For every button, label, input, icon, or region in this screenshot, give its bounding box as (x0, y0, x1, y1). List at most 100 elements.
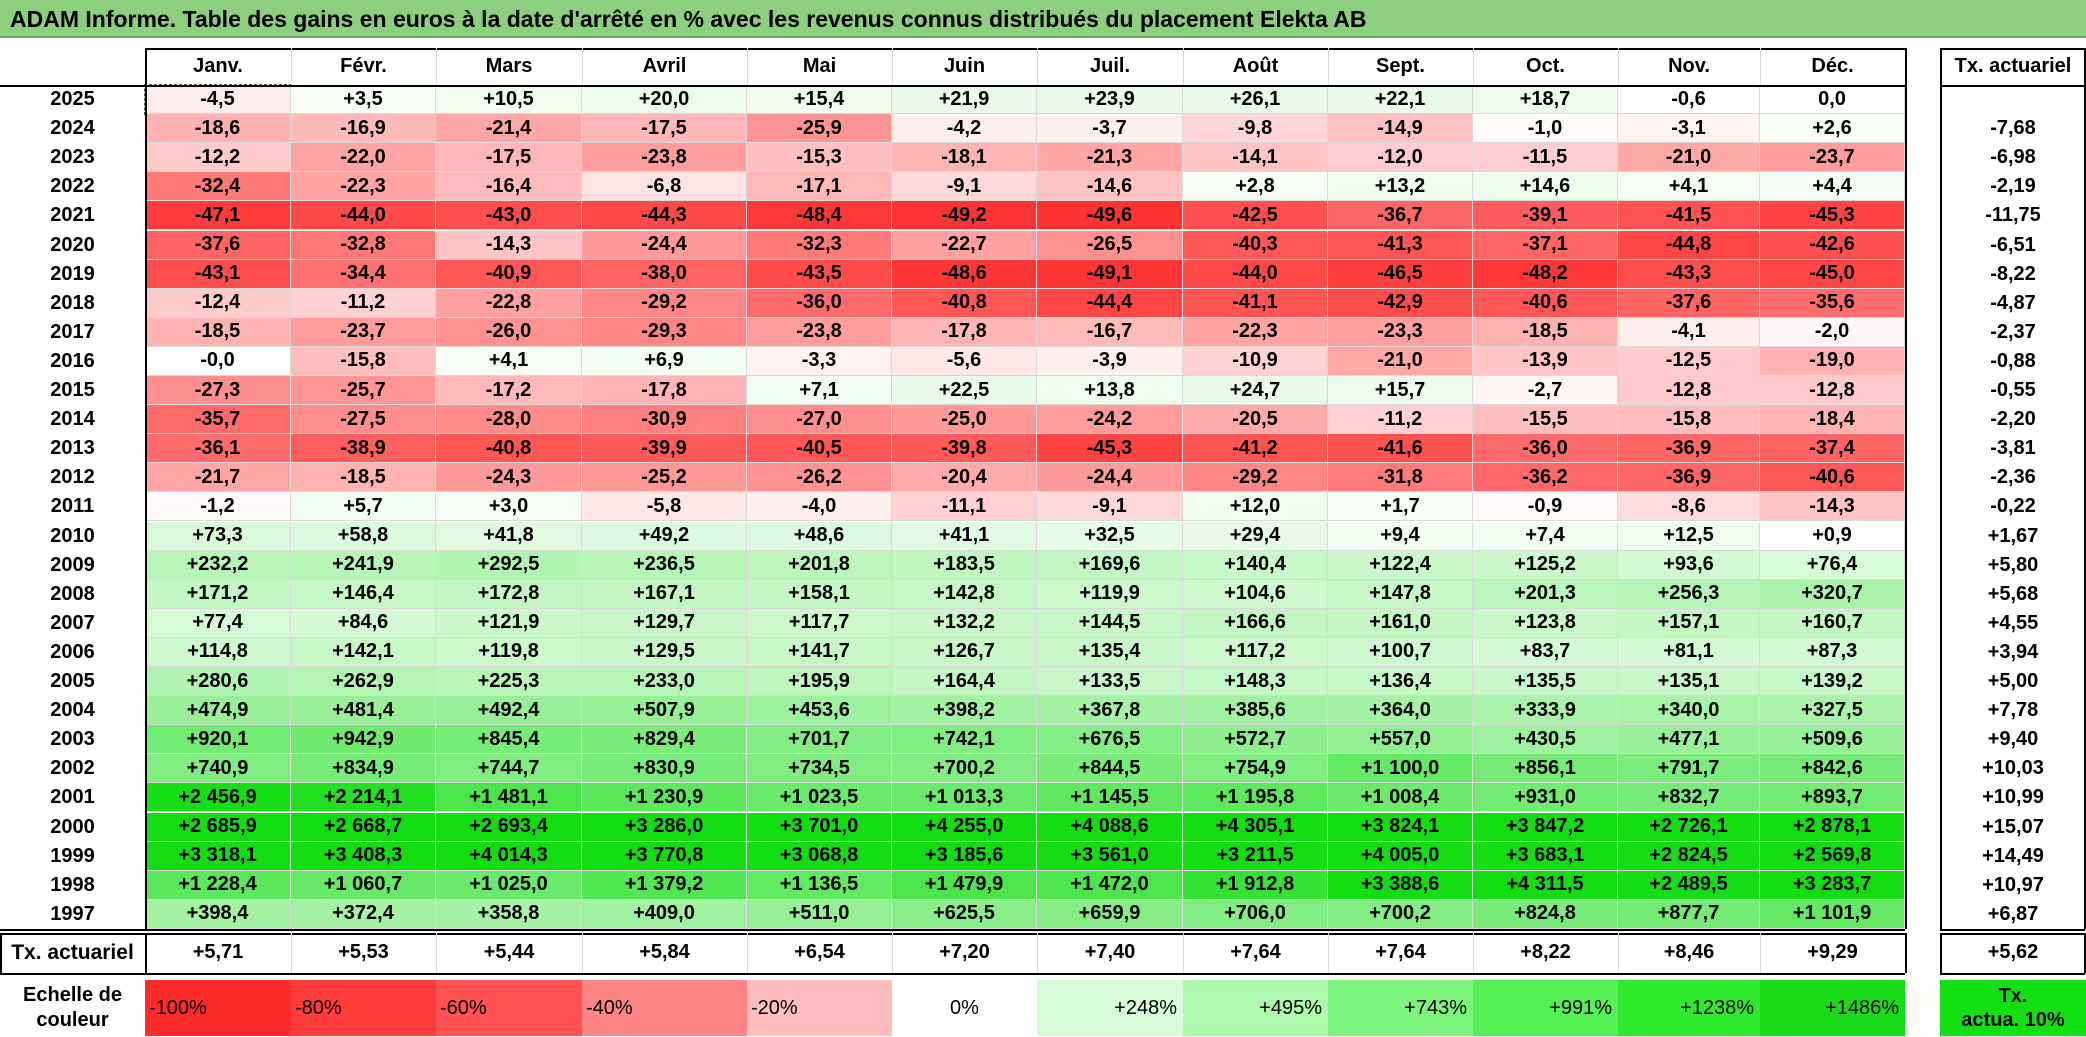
table-cell: +676,5 (1037, 725, 1183, 755)
table-cell: -1,2 (145, 492, 291, 522)
table-cell: +20,0 (582, 85, 747, 115)
table-cell: -18,5 (1473, 317, 1618, 347)
actuarial-rate-cell: -0,55 (1990, 379, 2036, 402)
report-title: ADAM Informe. Table des gains en euros à… (0, 0, 2086, 38)
year-label: 2003 (50, 728, 95, 751)
table-cell: +166,6 (1183, 608, 1328, 638)
table-cell: +844,5 (1037, 754, 1183, 784)
table-cell: +167,1 (582, 579, 747, 609)
table-cell: -43,1 (145, 259, 291, 289)
table-cell: +2 456,9 (145, 783, 291, 813)
table-cell: -4,2 (892, 114, 1037, 144)
actuarial-rate-cell: +10,03 (1982, 757, 2044, 780)
table-cell: -39,9 (582, 434, 747, 464)
table-cell: +1 481,1 (436, 783, 582, 813)
table-cell: -11,5 (1473, 143, 1618, 173)
table-cell: -42,6 (1760, 230, 1905, 260)
table-cell: -20,5 (1183, 405, 1328, 435)
year-label: 1999 (50, 844, 95, 867)
month-header: Nov. (1668, 55, 1710, 77)
table-cell: +1 472,0 (1037, 870, 1183, 900)
year-label: 2022 (50, 175, 95, 198)
table-cell: -27,0 (747, 405, 892, 435)
table-cell: -27,5 (291, 405, 436, 435)
table-cell: +6,9 (582, 346, 747, 376)
table-cell: +32,5 (1037, 521, 1183, 551)
table-cell: -17,5 (582, 114, 747, 144)
table-cell: +2 685,9 (145, 812, 291, 842)
table-cell: +262,9 (291, 667, 436, 697)
table-cell: +3 211,5 (1183, 841, 1328, 871)
table-cell: +367,8 (1037, 696, 1183, 726)
table-cell: -17,2 (436, 376, 582, 406)
table-cell: -36,2 (1473, 463, 1618, 493)
actuarial-rate-cell: +6,87 (1987, 902, 2039, 925)
table-cell: +147,8 (1328, 579, 1473, 609)
table-grid-line (1328, 932, 1329, 973)
table-cell: -22,8 (436, 288, 582, 318)
table-cell: -44,3 (582, 201, 747, 231)
year-label: 2008 (50, 582, 95, 605)
table-cell: -48,4 (747, 201, 892, 231)
table-cell: +2 668,7 (291, 812, 436, 842)
table-cell: +26,1 (1183, 85, 1328, 115)
table-cell: +201,3 (1473, 579, 1618, 609)
table-cell: +1,7 (1328, 492, 1473, 522)
table-cell: -15,5 (1473, 405, 1618, 435)
table-cell: +1 101,9 (1760, 899, 1905, 929)
table-cell: -47,1 (145, 201, 291, 231)
table-cell: +740,9 (145, 754, 291, 784)
color-scale-swatch: +991% (1473, 980, 1618, 1036)
table-cell: -49,2 (892, 201, 1037, 231)
year-label: 2009 (50, 553, 95, 576)
table-cell: +164,4 (892, 667, 1037, 697)
table-cell: -44,0 (1183, 259, 1328, 289)
table-cell: +3 847,2 (1473, 812, 1618, 842)
table-border (0, 85, 1905, 87)
actuarial-rate-cell: +5,80 (1987, 553, 2039, 576)
table-grid-line (747, 48, 748, 85)
table-cell: +877,7 (1618, 899, 1760, 929)
table-cell: -40,9 (436, 259, 582, 289)
rate-legend-swatch: Tx. actua. 10% (1940, 980, 2086, 1036)
table-cell: +22,5 (892, 376, 1037, 406)
actuarial-rate-cell: -2,36 (1990, 466, 2036, 489)
table-cell: -36,1 (145, 434, 291, 464)
table-cell: +233,0 (582, 667, 747, 697)
table-cell: -18,4 (1760, 405, 1905, 435)
table-cell: -3,3 (747, 346, 892, 376)
scale-label-line: Echelle de (23, 984, 122, 1006)
year-label: 2005 (50, 670, 95, 693)
table-cell: -9,1 (1037, 492, 1183, 522)
actuarial-rate-cell: -6,51 (1990, 233, 2036, 256)
summary-cell: +5,53 (338, 941, 389, 964)
table-cell: +829,4 (582, 725, 747, 755)
table-cell: +2 569,8 (1760, 841, 1905, 871)
table-cell: +700,2 (1328, 899, 1473, 929)
table-cell: -1,0 (1473, 114, 1618, 144)
table-cell: +169,6 (1037, 550, 1183, 580)
table-cell: +117,7 (747, 608, 892, 638)
actuarial-rate-cell: -2,20 (1990, 408, 2036, 431)
table-cell: +49,2 (582, 521, 747, 551)
table-cell: +160,7 (1760, 608, 1905, 638)
table-cell: -12,8 (1618, 376, 1760, 406)
table-cell: -29,2 (582, 288, 747, 318)
summary-label: Tx. actuariel (11, 940, 134, 964)
table-cell: -18,6 (145, 114, 291, 144)
table-cell: -18,1 (892, 143, 1037, 173)
table-cell: +893,7 (1760, 783, 1905, 813)
summary-cell: +9,29 (1807, 941, 1858, 964)
table-border (1905, 932, 1907, 973)
table-cell: +492,4 (436, 696, 582, 726)
table-grid-line (1760, 48, 1761, 85)
table-cell: +4 255,0 (892, 812, 1037, 842)
table-cell: -44,8 (1618, 230, 1760, 260)
summary-cell: +7,64 (1230, 941, 1281, 964)
year-label: 2011 (50, 495, 95, 518)
table-cell: +572,7 (1183, 725, 1328, 755)
table-cell: +1 100,0 (1328, 754, 1473, 784)
table-cell: +4 014,3 (436, 841, 582, 871)
table-grid-line (436, 932, 437, 973)
table-grid-line (291, 932, 292, 973)
